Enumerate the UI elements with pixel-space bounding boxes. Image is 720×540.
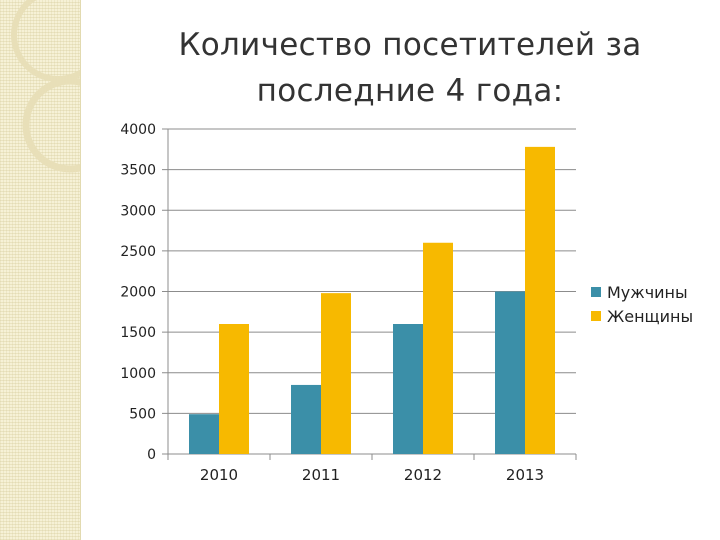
decorative-swirl xyxy=(11,0,80,173)
legend-swatch-women xyxy=(591,311,601,321)
decorative-side-panel xyxy=(0,0,81,540)
legend-swatch-men xyxy=(591,287,601,297)
bar-men-2011 xyxy=(291,384,321,454)
chart-title: Количество посетителей за последние 4 го… xyxy=(150,22,670,114)
legend-label-men: Мужчины xyxy=(607,282,688,302)
x-tick-label: 2013 xyxy=(506,466,544,484)
y-tick-label: 500 xyxy=(129,406,156,422)
y-tick-label: 1000 xyxy=(120,366,156,382)
x-tick-label: 2010 xyxy=(200,466,238,484)
legend-item-men: Мужчины xyxy=(591,280,693,304)
y-tick-label: 2000 xyxy=(120,285,156,301)
bar-men-2013 xyxy=(495,291,525,454)
chart-title-line-1: Количество посетителей за xyxy=(178,27,642,63)
bar-men-2012 xyxy=(393,324,423,454)
bar-women-2013 xyxy=(525,146,555,454)
bar-women-2011 xyxy=(321,293,351,454)
y-tick-label: 2500 xyxy=(120,244,156,260)
legend-label-women: Женщины xyxy=(607,306,694,326)
y-tick-label: 3500 xyxy=(120,163,156,179)
bar-women-2012 xyxy=(423,242,453,454)
bar-women-2010 xyxy=(219,324,249,454)
chart-title-line-2: последние 4 года: xyxy=(256,73,564,109)
y-tick-label: 4000 xyxy=(120,122,156,138)
x-tick-label: 2012 xyxy=(404,466,442,484)
legend: Мужчины Женщины xyxy=(591,280,693,328)
bar-men-2010 xyxy=(189,414,219,454)
y-tick-label: 3000 xyxy=(120,203,156,219)
x-tick-label: 2011 xyxy=(302,466,340,484)
y-tick-label: 0 xyxy=(147,447,156,463)
y-tick-label: 1500 xyxy=(120,325,156,341)
legend-item-women: Женщины xyxy=(591,304,693,328)
